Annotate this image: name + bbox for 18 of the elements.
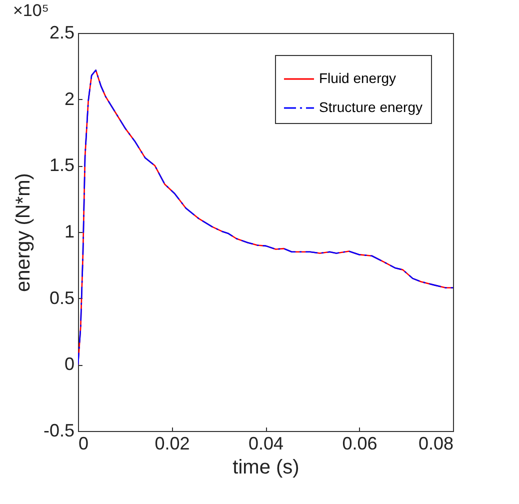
y-tick-label: 1 (64, 222, 74, 242)
x-tick-label: 0.02 (154, 434, 190, 454)
y-tick-label: 0.5 (49, 288, 74, 308)
x-tick-label: 0 (78, 434, 89, 454)
text: ×10⁵ (12, 1, 49, 20)
legend-label: Fluid energy (319, 70, 396, 86)
line-series (78, 69, 453, 366)
y-tick-label: 0 (64, 354, 74, 374)
x-tick-label: 0.08 (418, 434, 454, 454)
y-tick-label: 1.5 (49, 155, 74, 176)
y-axis-title: energy (N*m) (12, 173, 34, 292)
x-axis-title: time (s) (232, 456, 300, 478)
y-tick-label: 2.5 (49, 22, 74, 42)
y-tick-label: 2 (64, 88, 74, 109)
x-tick-label: 0.06 (342, 434, 378, 454)
legend-label: Structure energy (319, 99, 422, 115)
x-tick-label: 0.04 (248, 434, 284, 454)
y-tick-label: -0.5 (43, 420, 74, 440)
